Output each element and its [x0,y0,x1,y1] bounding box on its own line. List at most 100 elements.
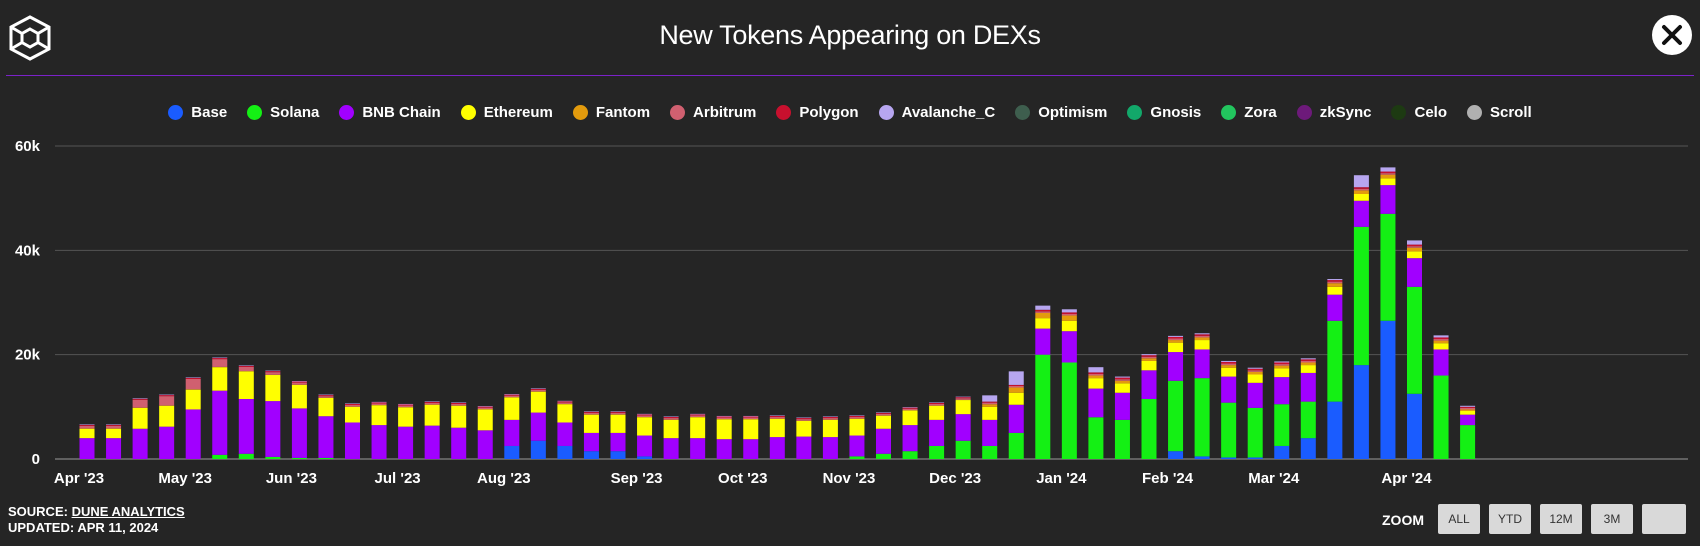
legend-label: Avalanche_C [901,104,996,121]
bar-segment-ethereum [716,419,732,440]
bar-segment-ethereum [796,420,812,437]
legend-item-scroll[interactable]: Scroll [1467,104,1532,121]
x-tick-label: Mar '24 [1248,470,1300,487]
bar-segment-solana [929,445,945,459]
legend-dot [1467,105,1482,120]
bar-segment-solana [1300,401,1316,439]
legend-item-gnosis[interactable]: Gnosis [1127,104,1201,121]
legend-item-avalanche-c[interactable]: Avalanche_C [878,104,996,121]
bar-segment-fantom [1141,358,1157,361]
bar-segment-avalanche-c [1380,167,1396,172]
bar-segment-polygon [1247,368,1263,371]
bar-segment-arbitrum [504,395,520,398]
bar-segment-solana [849,456,865,459]
bar-segment-avalanche-c [690,413,706,415]
bar-segment-solana [1433,375,1449,459]
bar-segment-ethereum [1114,383,1130,393]
header-divider [6,75,1694,76]
legend-item-zksync[interactable]: zkSync [1296,104,1371,121]
source-info: SOURCE: DUNE ANALYTICS UPDATED: APR 11, … [8,504,185,536]
bar-segment-arbitrum [424,402,440,405]
bar-segment-polygon [1221,361,1237,364]
legend-item-optimism[interactable]: Optimism [1015,104,1107,121]
bar-segment-avalanche-c [955,396,971,398]
bar-segment-bnb-chain [1035,328,1051,355]
bar-segment-ethereum [557,404,573,423]
legend-label: Polygon [799,104,859,121]
bar-segment-ethereum [1088,378,1104,389]
bar-segment-arbitrum [849,417,865,419]
bar-segment-ethereum [663,419,679,439]
bar-segment-base [1380,320,1396,459]
bar-segment-ethereum [902,410,918,426]
bar-segment-bnb-chain [1274,377,1290,405]
bar-segment-solana [1327,320,1343,402]
legend-item-zora[interactable]: Zora [1221,104,1277,121]
legend-item-polygon[interactable]: Polygon [776,104,859,121]
bar-segment-solana [1168,380,1184,452]
bar-segment-base [610,451,626,459]
legend-dot [1015,105,1031,120]
bar-segment-avalanche-c [212,357,228,359]
bar-segment-arbitrum [716,417,732,420]
bar-segment-bnb-chain [238,399,254,454]
bar-segment-ethereum [477,409,493,431]
bar-segment-avalanche-c [185,377,201,378]
bar-segment-polygon [769,415,785,418]
bar-segment-solana [1061,362,1077,459]
bar-segment-arbitrum [132,399,148,408]
zoom-3m-button[interactable]: 3M [1591,504,1633,534]
bar-segment-ethereum [212,367,228,391]
stacked-bar-chart: 0 20k 40k 60k Apr '23 May '23 Jun '23 Jul '23 Au… [15,138,1688,487]
bar-segment-base [1168,451,1184,459]
source-link[interactable]: DUNE ANALYTICS [71,504,185,519]
legend-item-bnb-chain[interactable]: BNB Chain [339,104,441,121]
bar-segment-bnb-chain [583,432,599,452]
x-tick-label: Sep '23 [611,470,663,487]
bar-segment-base [530,440,546,459]
bar-segment-polygon [1114,377,1130,380]
bar-segment-ethereum [530,391,546,413]
bar-segment-avalanche-c [1221,360,1237,362]
bar-segment-ethereum [610,414,626,433]
bar-segment-avalanche-c [1353,175,1369,188]
bar-segment-polygon [1141,355,1157,357]
legend-item-solana[interactable]: Solana [247,104,319,121]
bar-segment-avalanche-c [451,402,467,403]
bar-segment-arbitrum [1327,281,1343,284]
close-button[interactable] [1652,15,1692,55]
bar-segment-polygon [876,412,891,414]
zoom-12m-button[interactable]: 12M [1540,504,1582,534]
bar-segment-solana [1114,419,1130,459]
bar-segment-arbitrum [530,389,546,392]
bar-segment-base [1327,401,1343,459]
bar-segment-ethereum [1194,340,1210,350]
legend-item-base[interactable]: Base [168,104,227,121]
bar-segment-ethereum [690,417,706,439]
legend-item-ethereum[interactable]: Ethereum [460,104,553,121]
bar-segment-solana [955,440,971,459]
bar-segment-ethereum [79,428,95,439]
bar-segment-ethereum [1380,178,1396,186]
bar-segment-avalanche-c [982,395,998,402]
legend-item-fantom[interactable]: Fantom [572,104,650,121]
bar-segment-polygon [79,424,95,426]
bar-segment-arbitrum [1380,173,1396,175]
zoom-custom-button[interactable] [1642,504,1686,534]
bar-segment-avalanche-c [265,370,281,372]
legend-item-arbitrum[interactable]: Arbitrum [670,104,756,121]
bar-segment-ethereum [451,405,467,428]
bar-segment-arbitrum [398,405,414,408]
bar-segment-avalanche-c [610,411,626,412]
legend-item-celo[interactable]: Celo [1391,104,1447,121]
bar-segment-polygon [1274,362,1290,365]
bar-segment-avalanche-c [238,365,254,366]
bar-segment-avalanche-c [1194,333,1210,335]
zoom-ytd-button[interactable]: YTD [1489,504,1531,534]
zoom-all-button[interactable]: ALL [1438,504,1480,534]
bar-segment-bnb-chain [822,437,838,459]
bar-segment-arbitrum [159,396,175,406]
bar-segment-ethereum [1274,368,1290,378]
bar-segment-bnb-chain [1247,382,1263,408]
bar-segment-polygon [212,358,228,360]
